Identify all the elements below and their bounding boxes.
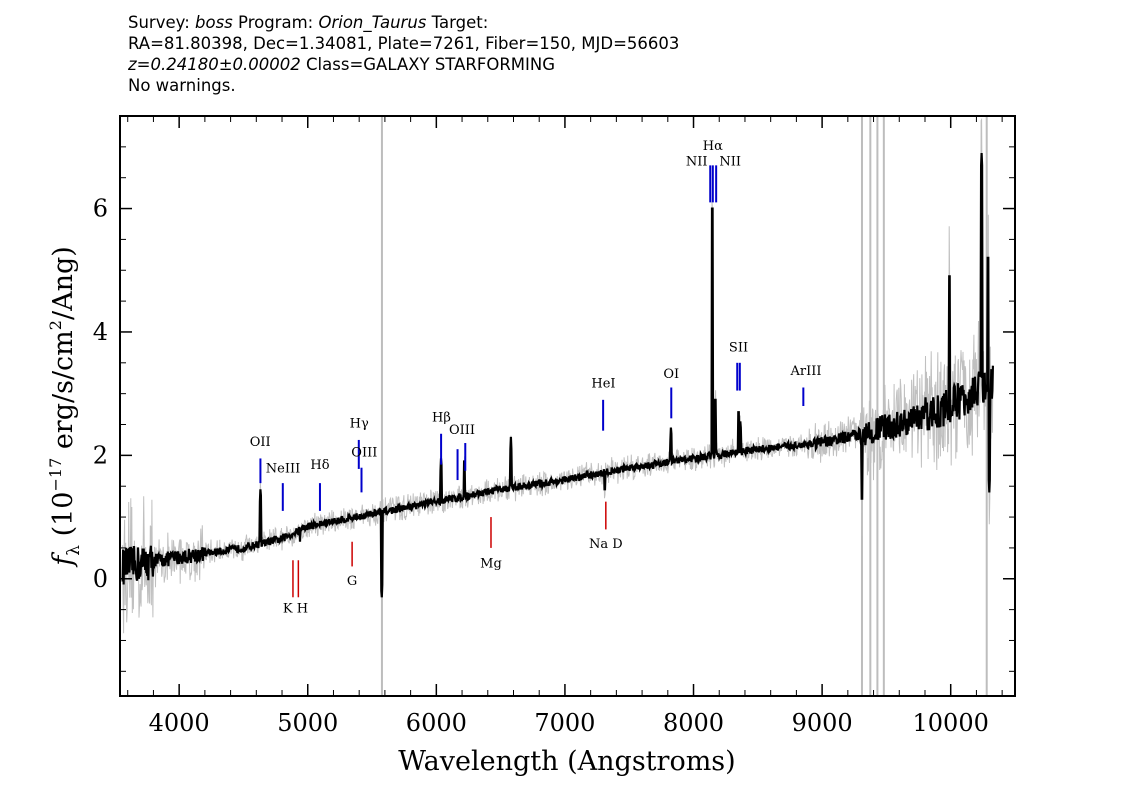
y-tick-label: 6 [93,195,108,223]
x-axis-label: Wavelength (Angstroms) [398,746,735,777]
line-label: Hγ [350,417,369,432]
plot-frame [119,115,1016,697]
x-tick-label: 10000 [913,709,989,737]
line-label: NII [719,154,741,169]
line-label: NII [686,154,708,169]
line-label: Hα [703,139,723,154]
line-label: HeI [591,376,615,391]
line-label: OIII [351,446,377,461]
line-label: G [347,574,357,589]
axis-ticks: 4000 5000 6000 7000 8000 9000 10000 0 2 4 6 [93,116,1015,737]
x-tick-label: 6000 [406,709,467,737]
survey-value: boss [195,13,233,32]
program-label: Program: [238,13,314,32]
program-value: Orion_Taurus [318,13,427,32]
x-tick-label: 4000 [149,709,210,737]
line-markers [259,165,805,598]
redshift-value: z=0.24180±0.00002 [128,55,301,74]
line-label: Na D [589,537,623,552]
spectrum-header: Survey: boss Program: Orion_Taurus Targe… [128,12,679,96]
line-label: Mg [480,557,502,572]
y-axis-label-a: (10 [48,492,79,545]
line-label: NeIII [266,462,300,477]
line-label: OII [250,435,271,450]
sky-mask-lines [380,116,988,696]
line-label: OI [663,367,679,382]
target-label: Target: [431,13,489,32]
y-tick-label: 0 [93,565,108,593]
x-tick-label: 5000 [277,709,338,737]
x-tick-label: 8000 [663,709,724,737]
x-tick-label: 9000 [792,709,853,737]
line-label: Hβ [432,410,451,425]
line-label: K H [283,602,308,617]
line-label: ArIII [790,364,822,379]
header-line-2: RA=81.80398, Dec=1.34081, Plate=7261, Fi… [128,34,680,53]
header-line-1: Survey: boss Program: Orion_Taurus Targe… [128,12,679,33]
y-tick-label: 2 [93,441,108,469]
line-label: SII [729,341,748,356]
y-axis-label-sub: λ [64,545,84,556]
y-axis-label: fλ (10−17 erg/s/cm2/Ang) [46,246,84,568]
line-label: Hδ [310,458,329,473]
survey-label: Survey: [128,13,190,32]
flux-series [121,152,994,598]
y-axis-label-exp2: 2 [46,320,65,330]
y-axis-label-b: erg/s/cm [48,330,79,458]
y-tick-label: 4 [93,318,108,346]
class-value: Class=GALAXY STARFORMING [306,55,556,74]
y-axis-label-c: /Ang) [48,246,79,320]
x-tick-label: 7000 [534,709,595,737]
y-axis-label-exp: −17 [46,458,65,492]
line-label: OIII [449,423,475,438]
header-line-4: No warnings. [128,76,236,95]
header-line-3: z=0.24180±0.00002 Class=GALAXY STARFORMI… [128,54,679,75]
